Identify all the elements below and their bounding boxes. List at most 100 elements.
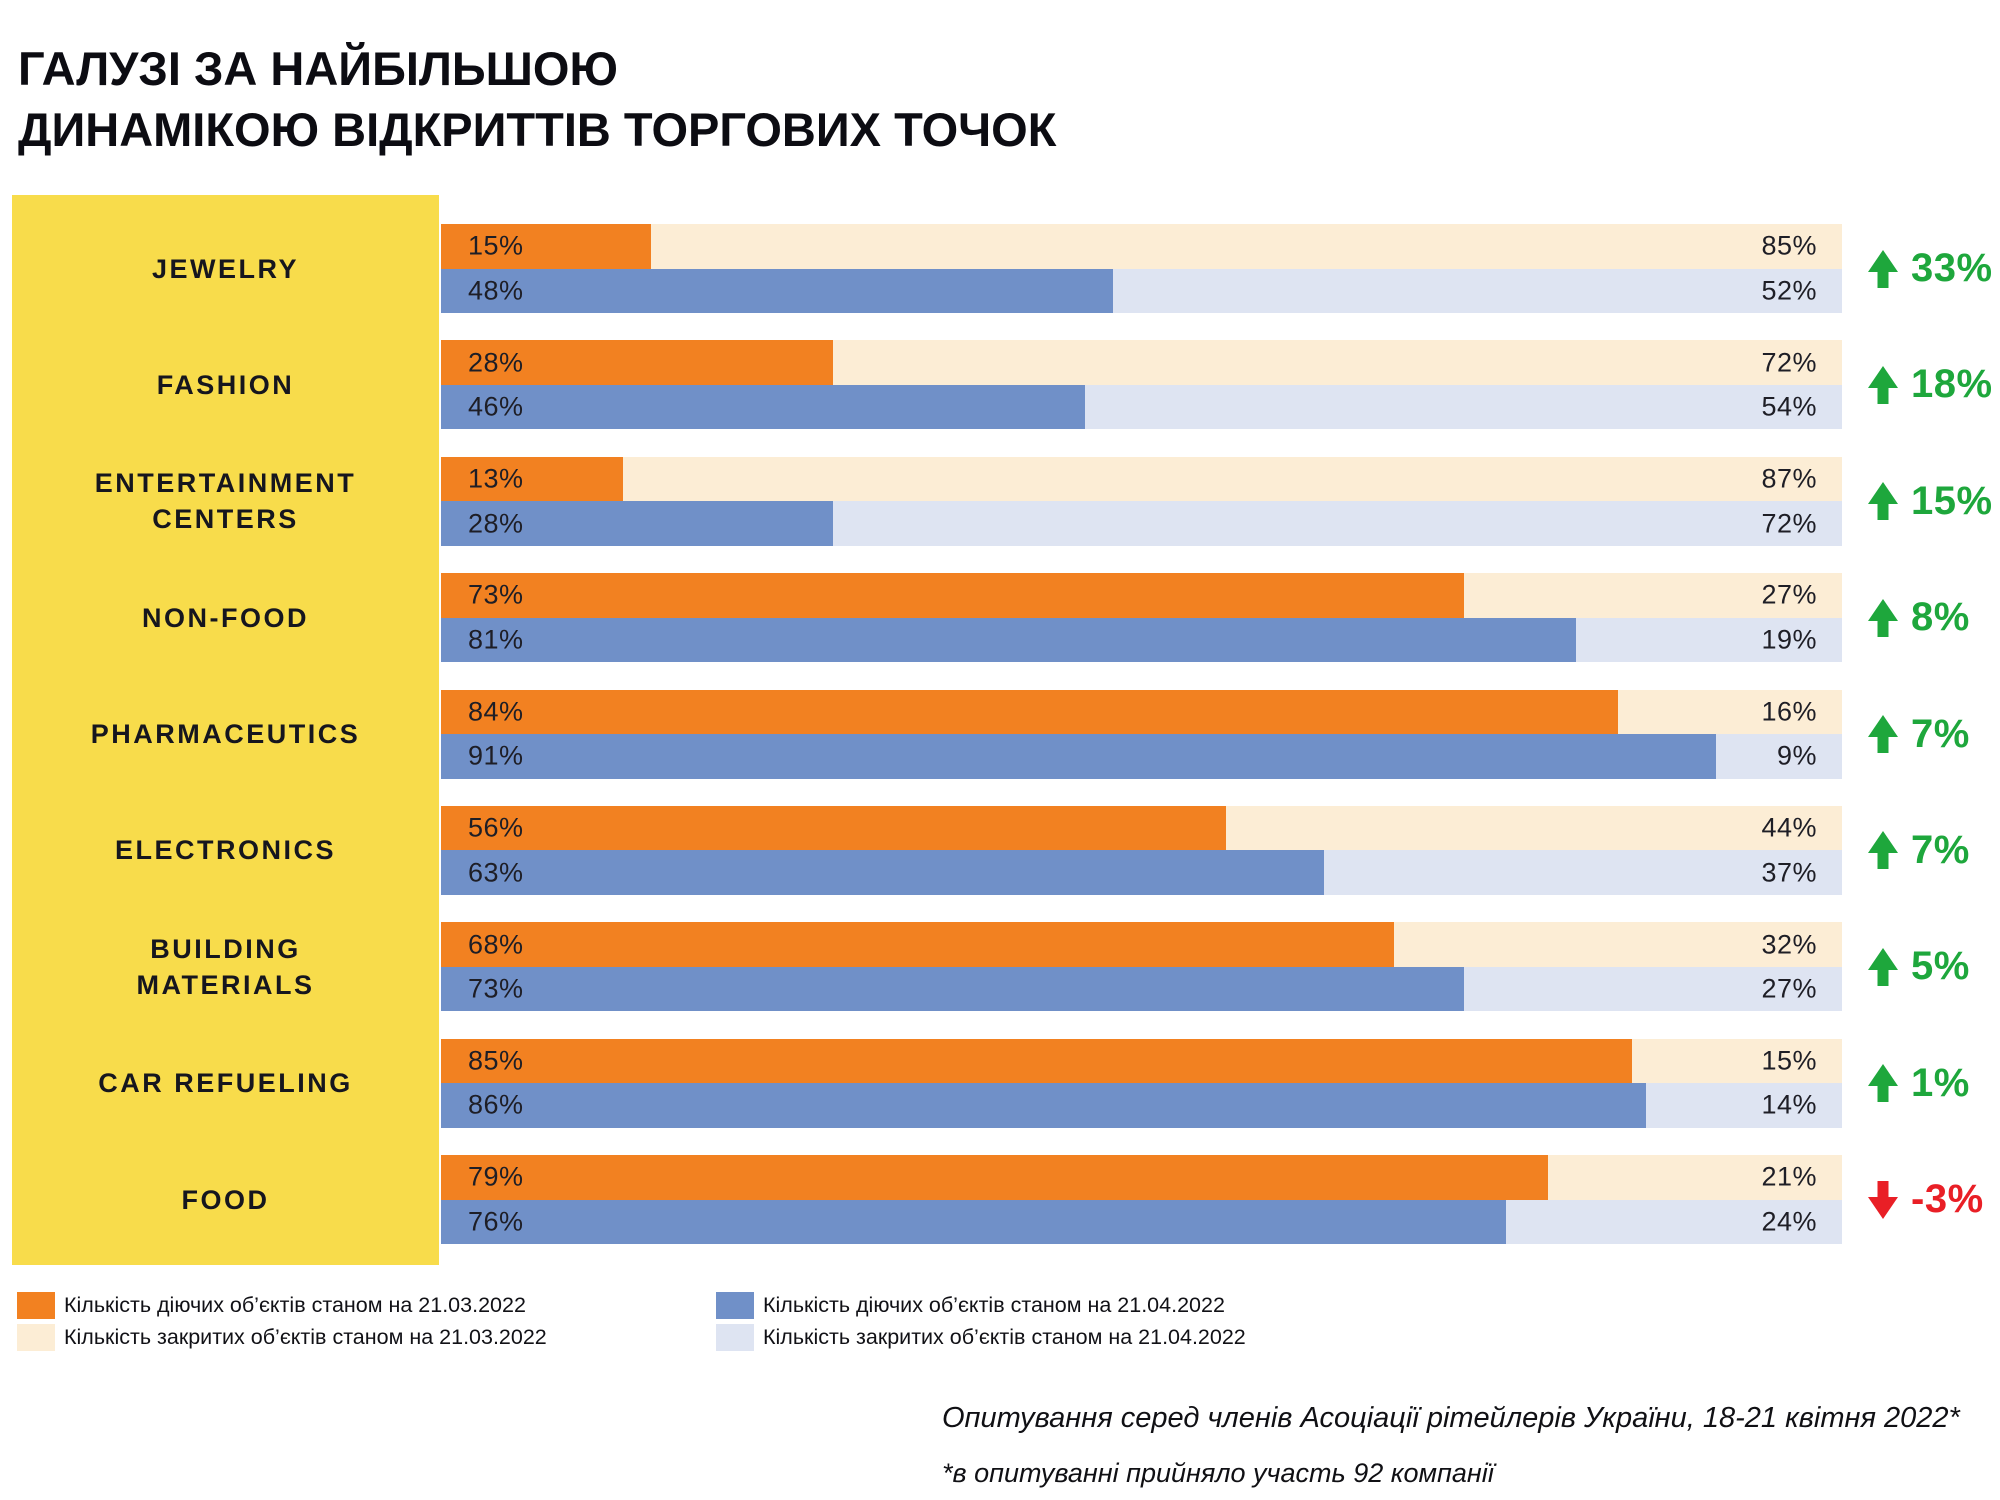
closed-value-label: 16%: [1761, 696, 1817, 727]
closed-value-label: 14%: [1761, 1089, 1817, 1120]
open-value-label: 86%: [468, 1089, 524, 1120]
closed-value-label: 44%: [1761, 812, 1817, 843]
survey-source-note: Опитування серед членів Асоціації рітейл…: [942, 1402, 1960, 1434]
open-march-segment: [441, 922, 1394, 967]
bar-pair: 56% 44% 63% 37%: [441, 805, 1842, 895]
closed-april-segment: [1085, 384, 1842, 430]
up-arrow-icon: [1868, 249, 1898, 288]
closed-march-segment: [1393, 922, 1842, 967]
closed-april-segment: [1463, 966, 1842, 1012]
category-label: NON-FOOD: [142, 602, 309, 633]
open-value-label: 63%: [468, 857, 524, 888]
chart-row: ENTERTAINMENT CENTERS 13% 87% 28% 72% 15%: [0, 456, 2000, 546]
open-value-label: 73%: [468, 579, 524, 610]
bar-pair: 79% 21% 76% 24%: [441, 1155, 1842, 1245]
change-indicator: 7%: [1868, 690, 2000, 779]
stacked-bar: 91% 9%: [441, 734, 1842, 779]
open-value-label: 91%: [468, 740, 524, 771]
stacked-bar: 15% 85%: [441, 224, 1842, 269]
open-march-segment: [441, 456, 624, 502]
bar-pair: 85% 15% 86% 14%: [441, 1038, 1842, 1128]
chart-row: FOOD 79% 21% 76% 24% -3%: [0, 1155, 2000, 1245]
legend-item-open-march: Кількість діючих об’єктів станом на 21.0…: [17, 1292, 526, 1319]
closed-value-label: 15%: [1761, 1045, 1817, 1076]
open-march-segment: [441, 805, 1226, 851]
closed-april-segment: [833, 501, 1842, 546]
category-label: PHARMACEUTICS: [90, 719, 361, 750]
stacked-bar: 63% 37%: [441, 850, 1842, 895]
closed-value-label: 52%: [1761, 275, 1817, 306]
bar-pair: 28% 72% 46% 54%: [441, 340, 1842, 430]
page-title: ГАЛУЗІ ЗА НАЙБІЛЬШОЮ ДИНАМІКОЮ ВІДКРИТТІ…: [18, 42, 1057, 156]
closed-march-segment: [1463, 573, 1842, 618]
open-april-segment: [441, 734, 1716, 779]
open-value-label: 48%: [468, 275, 524, 306]
category-label: BUILDING MATERIALS: [136, 933, 315, 1000]
down-arrow-icon: [1868, 1180, 1898, 1219]
change-indicator: 5%: [1868, 922, 2000, 1011]
change-percent-label: -3%: [1911, 1177, 1984, 1222]
legend-label: Кількість діючих об’єктів станом на 21.0…: [763, 1293, 1225, 1317]
closed-value-label: 37%: [1761, 857, 1817, 888]
change-indicator: 7%: [1868, 806, 2000, 895]
change-percent-label: 1%: [1911, 1060, 1970, 1105]
closed-value-label: 9%: [1776, 740, 1817, 771]
stacked-bar: 85% 15%: [441, 1038, 1842, 1084]
up-arrow-icon: [1868, 715, 1898, 754]
change-percent-label: 15%: [1911, 478, 1993, 523]
change-percent-label: 33%: [1911, 246, 1993, 290]
open-march-segment: [441, 1155, 1548, 1200]
change-indicator: 33%: [1868, 224, 2000, 313]
category-label: FASHION: [156, 369, 295, 400]
stacked-bar: 84% 16%: [441, 689, 1842, 735]
stacked-bar: 68% 32%: [441, 922, 1842, 967]
open-value-label: 79%: [468, 1161, 524, 1192]
closed-value-label: 32%: [1761, 929, 1817, 960]
open-march-segment: [441, 340, 834, 385]
closed-value-label: 85%: [1761, 230, 1817, 261]
change-indicator: 18%: [1868, 340, 2000, 429]
stacked-bar: 13% 87%: [441, 456, 1842, 502]
up-arrow-icon: [1868, 598, 1898, 637]
chart-row: BUILDING MATERIALS 68% 32% 73% 27% 5%: [0, 922, 2000, 1012]
open-value-label: 81%: [468, 624, 524, 655]
stacked-bar: 28% 72%: [441, 340, 1842, 385]
up-arrow-icon: [1868, 947, 1898, 986]
stacked-bar: 76% 24%: [441, 1199, 1842, 1245]
stacked-bar: 28% 72%: [441, 501, 1842, 546]
category-label: JEWELRY: [151, 253, 299, 284]
closed-march-segment: [1631, 1038, 1842, 1084]
legend-label: Кількість закритих об’єктів станом на 21…: [64, 1325, 547, 1349]
open-value-label: 68%: [468, 929, 524, 960]
change-percent-label: 5%: [1911, 944, 1970, 989]
closed-april-segment: [1113, 268, 1842, 313]
category-label: ENTERTAINMENT CENTERS: [94, 468, 357, 535]
bar-pair: 15% 85% 48% 52%: [441, 224, 1842, 313]
open-march-segment: [441, 573, 1464, 618]
stacked-bar: 48% 52%: [441, 268, 1842, 313]
change-percent-label: 8%: [1911, 595, 1970, 640]
change-indicator: 15%: [1868, 457, 2000, 546]
stacked-bar: 56% 44%: [441, 805, 1842, 851]
category-label: CAR REFUELING: [98, 1068, 353, 1099]
closed-april-segment: [1645, 1083, 1842, 1128]
closed-march-segment: [651, 224, 1842, 269]
legend-item-open-april: Кількість діючих об’єктів станом на 21.0…: [716, 1292, 1225, 1319]
chart-row: NON-FOOD 73% 27% 81% 19% 8%: [0, 573, 2000, 663]
open-april-segment: [441, 1199, 1506, 1245]
category-panel-background: [12, 195, 439, 1265]
open-april-segment: [441, 268, 1114, 313]
chart-row: PHARMACEUTICS 84% 16% 91% 9% 7%: [0, 689, 2000, 779]
legend-item-closed-april: Кількість закритих об’єктів станом на 21…: [716, 1324, 1246, 1351]
legend-label: Кількість закритих об’єктів станом на 21…: [763, 1325, 1246, 1349]
bar-pair: 84% 16% 91% 9%: [441, 689, 1842, 779]
closed-value-label: 72%: [1761, 508, 1817, 539]
open-april-segment: [441, 1083, 1646, 1128]
chart-row: ELECTRONICS 56% 44% 63% 37% 7%: [0, 805, 2000, 895]
open-value-label: 56%: [468, 812, 524, 843]
legend-swatch-closed-march-icon: [17, 1324, 55, 1351]
chart-row: FASHION 28% 72% 46% 54% 18%: [0, 340, 2000, 430]
closed-march-segment: [1225, 805, 1842, 851]
open-april-segment: [441, 966, 1464, 1012]
